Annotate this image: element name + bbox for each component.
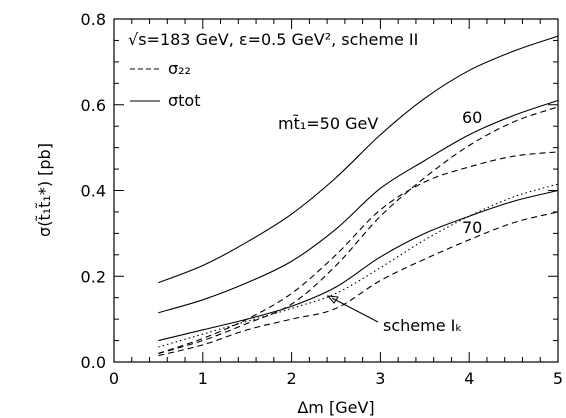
x-tick-label: 0	[109, 369, 119, 388]
x-axis-label: Δm [GeV]	[297, 398, 374, 417]
curve-label-50: mt̃₁=50 GeV	[278, 114, 378, 133]
curve-label-60: 60	[462, 108, 482, 127]
y-tick-label: 0.2	[81, 267, 106, 286]
scheme-arrow-line	[331, 297, 379, 323]
annotation-main: √s=183 GeV, ε=0.5 GeV², scheme II	[128, 30, 418, 49]
series-line-solid-4	[158, 189, 559, 342]
curve-label-70: 70	[462, 218, 482, 237]
x-tick-label: 5	[553, 369, 563, 388]
series-line-solid-0	[158, 35, 559, 284]
legend-label-sigma22: σ₂₂	[168, 59, 191, 78]
curve-label-scheme: scheme Iₖ	[383, 316, 462, 335]
y-tick-label: 0.4	[81, 182, 106, 201]
scheme-arrowhead	[326, 295, 339, 304]
legend-label-sigmatot: σtot	[168, 91, 200, 110]
x-tick-label: 3	[375, 369, 385, 388]
plot-frame	[113, 18, 559, 363]
series-line-dashed-1	[158, 151, 559, 354]
series-line-dashed-5	[158, 211, 559, 357]
x-tick-label: 4	[464, 369, 474, 388]
series-line-dashed-3	[158, 106, 559, 354]
y-axis-label: σ(t̃₁t̃₁*) [pb]	[35, 143, 54, 237]
y-tick-label: 0.8	[81, 10, 106, 29]
tick-labels: 0 1 2 3 4 5 0.0 0.2 0.4 0.6 0.8	[81, 10, 564, 388]
y-tick-label: 0.6	[81, 96, 106, 115]
curves	[158, 35, 559, 357]
x-tick-label: 2	[287, 369, 297, 388]
series-line-solid-2	[158, 99, 559, 314]
y-tick-label: 0.0	[81, 353, 106, 372]
x-tick-label: 1	[198, 369, 208, 388]
